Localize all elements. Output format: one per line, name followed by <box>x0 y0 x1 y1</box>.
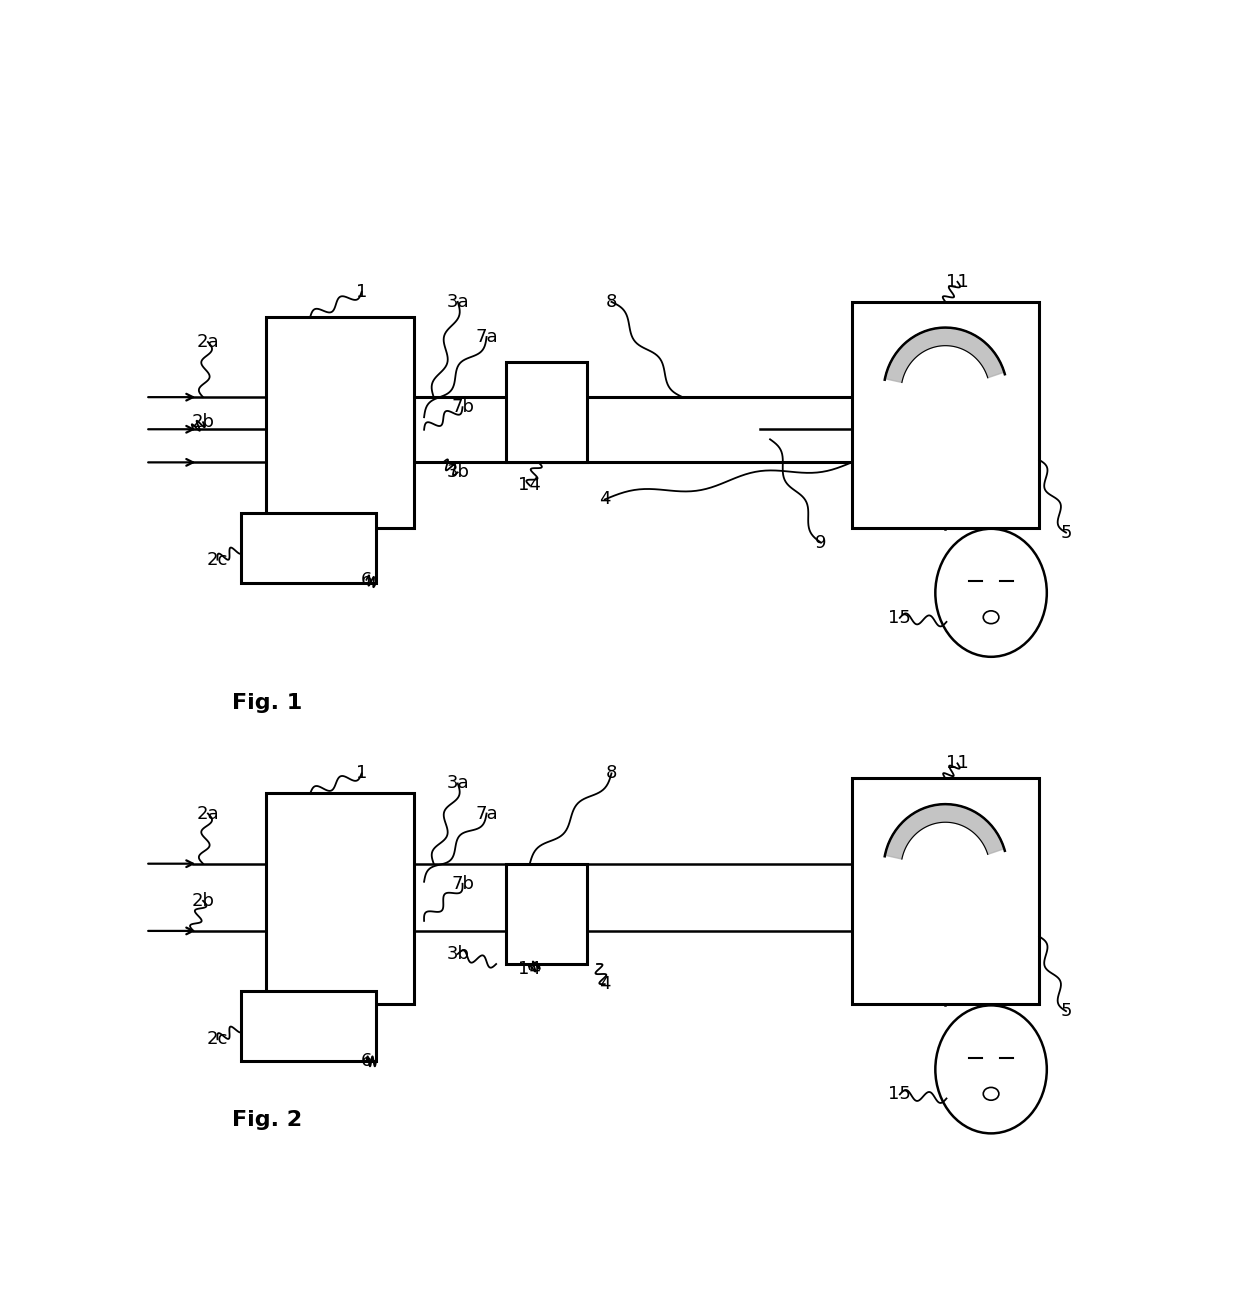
Bar <box>242 512 376 582</box>
Text: 9: 9 <box>815 534 827 551</box>
Text: 4: 4 <box>599 975 610 993</box>
Text: 14: 14 <box>518 960 541 979</box>
Ellipse shape <box>935 1006 1047 1134</box>
Bar <box>506 362 588 463</box>
Text: 3b: 3b <box>446 464 469 481</box>
Text: 4: 4 <box>599 490 610 508</box>
Text: 8: 8 <box>606 293 618 311</box>
Text: 11: 11 <box>946 754 968 773</box>
Text: 1: 1 <box>356 765 367 782</box>
Bar <box>506 864 588 964</box>
Text: 2c: 2c <box>207 1031 228 1049</box>
Text: 7b: 7b <box>451 874 474 893</box>
Text: 2a: 2a <box>197 804 219 822</box>
Bar <box>265 317 414 528</box>
Polygon shape <box>885 804 1004 859</box>
Bar <box>852 302 1039 528</box>
Text: 15: 15 <box>888 609 911 627</box>
Text: 7b: 7b <box>451 399 474 416</box>
Text: 6: 6 <box>361 1053 372 1070</box>
Text: 3b: 3b <box>446 945 469 963</box>
Text: 7a: 7a <box>475 804 497 822</box>
Ellipse shape <box>935 529 1047 657</box>
Text: 15: 15 <box>888 1085 911 1104</box>
Text: 2b: 2b <box>191 413 215 431</box>
Text: 7a: 7a <box>475 328 497 347</box>
Text: 1: 1 <box>356 283 367 301</box>
Text: 5: 5 <box>1060 1002 1071 1020</box>
Bar <box>852 778 1039 1005</box>
Bar <box>414 397 862 463</box>
Ellipse shape <box>983 1088 999 1100</box>
Text: 2a: 2a <box>197 334 219 351</box>
Polygon shape <box>885 327 1004 383</box>
Text: 2c: 2c <box>207 551 228 568</box>
Text: 5: 5 <box>1060 524 1071 542</box>
Text: 8: 8 <box>606 765 618 782</box>
Text: 3a: 3a <box>446 293 469 311</box>
Text: 11: 11 <box>946 272 968 291</box>
Text: 14: 14 <box>518 477 541 494</box>
Ellipse shape <box>983 611 999 624</box>
Bar <box>265 794 414 1005</box>
Text: Fig. 1: Fig. 1 <box>232 693 303 713</box>
Text: Fig. 2: Fig. 2 <box>232 1110 303 1130</box>
Text: 2b: 2b <box>191 891 215 909</box>
Text: 3a: 3a <box>446 774 469 792</box>
Bar <box>242 992 376 1062</box>
Text: 6: 6 <box>361 571 372 589</box>
